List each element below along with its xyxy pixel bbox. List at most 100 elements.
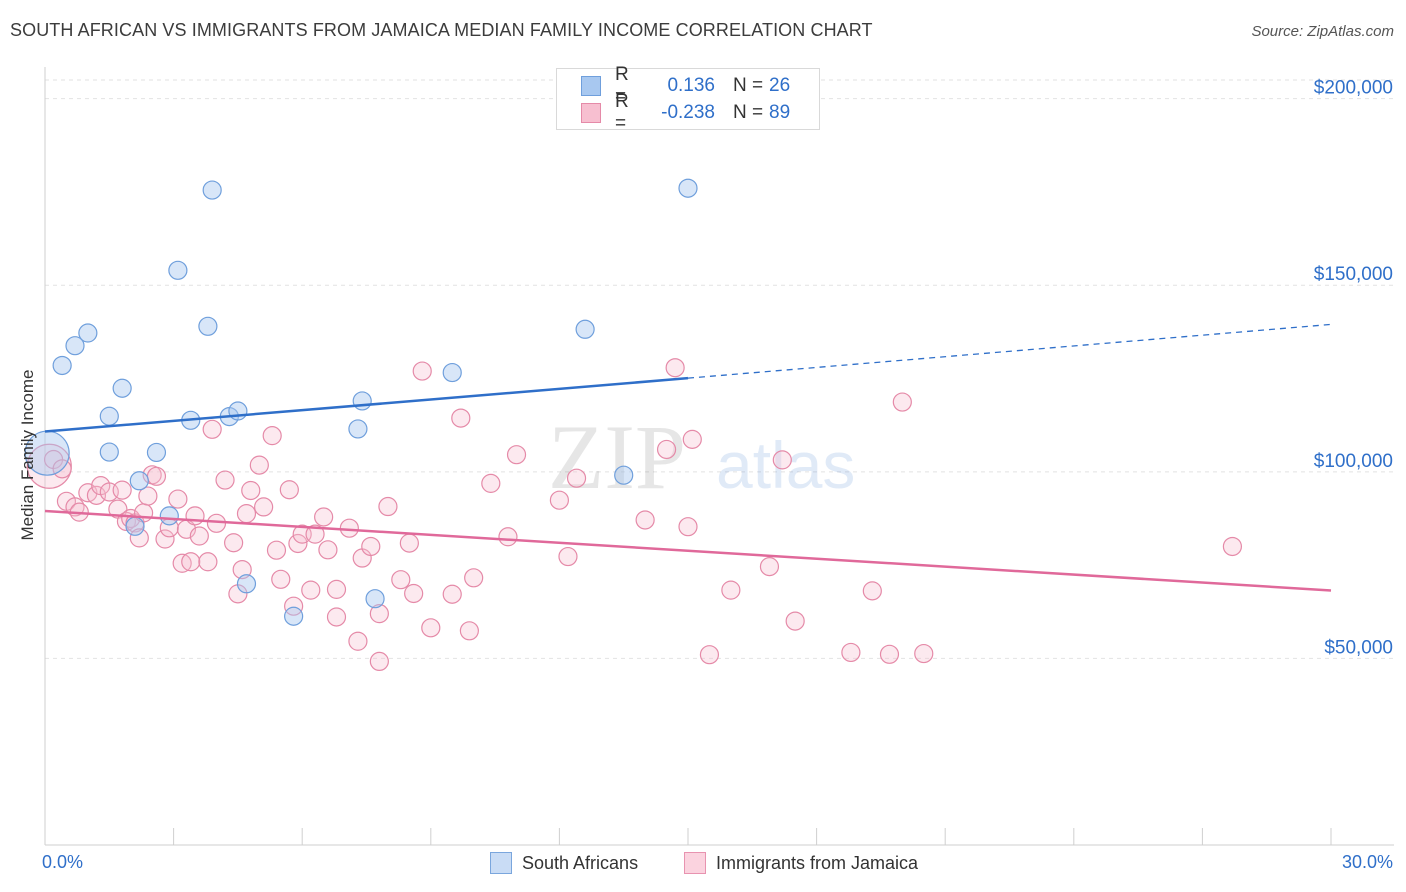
series-legend: South Africans Immigrants from Jamaica — [0, 852, 1406, 878]
jamaica-point — [249, 455, 269, 475]
y-tick-label: $50,000 — [1324, 637, 1393, 658]
jamaica-point — [284, 596, 304, 616]
jamaica-point — [224, 533, 244, 553]
jamaica-point — [279, 480, 299, 500]
jamaica-point — [892, 392, 912, 412]
south-african-point — [146, 442, 167, 463]
jamaica-point — [498, 527, 518, 547]
n-label: N = — [733, 102, 764, 123]
jamaica-point — [129, 528, 149, 548]
jamaica-point — [914, 643, 934, 664]
jamaica-point — [206, 513, 227, 533]
jamaica-point — [254, 497, 274, 517]
jamaica-point — [785, 611, 805, 631]
south-african-point — [236, 574, 257, 594]
jamaica-point — [288, 533, 308, 554]
jamaica-point — [665, 358, 685, 378]
jamaica-points — [26, 358, 1243, 672]
r-label: R = — [615, 91, 629, 134]
jamaica-point — [459, 621, 479, 641]
south-african-point — [352, 391, 372, 411]
r-value: 0.136 — [667, 75, 715, 96]
south-african-point — [678, 178, 698, 198]
south-african-point — [99, 406, 119, 426]
y-tick-label: $200,000 — [1314, 78, 1393, 99]
jamaica-point — [318, 540, 338, 560]
jamaica-point — [215, 470, 235, 490]
jamaica-point — [155, 529, 175, 549]
jamaica-point — [558, 546, 578, 567]
series-legend-jamaica[interactable]: Immigrants from Jamaica — [684, 852, 918, 874]
south-african-trend-line — [44, 376, 689, 433]
jamaica-point — [879, 644, 900, 664]
trend-lines — [44, 323, 1332, 592]
jamaica-point — [369, 651, 389, 672]
series-label: South Africans — [522, 852, 639, 873]
jamaica-point — [566, 468, 587, 488]
jamaica-point — [189, 526, 209, 546]
jamaica-point — [271, 569, 291, 589]
watermark-zip: ZIP — [548, 406, 686, 508]
south-african-trend-extension — [687, 323, 1332, 379]
jamaica-point — [412, 361, 432, 381]
y-tick-label: $100,000 — [1314, 451, 1393, 472]
jamaica-point — [181, 552, 201, 572]
jamaica-point — [699, 645, 720, 665]
jamaica-point — [361, 536, 381, 557]
jamaica-point — [138, 486, 158, 506]
jamaica-point — [451, 408, 471, 428]
r-value: -0.238 — [661, 102, 715, 123]
watermark-atlas: atlas — [716, 428, 855, 502]
jamaica-point — [721, 580, 741, 600]
jamaica-point — [314, 507, 334, 527]
jamaica-point — [168, 489, 188, 509]
jamaica-point — [112, 480, 132, 500]
jamaica-point — [464, 568, 484, 588]
south-african-point — [65, 336, 85, 356]
jamaica-point — [241, 480, 261, 501]
jamaica-point — [549, 490, 570, 510]
jamaica-point — [262, 426, 282, 446]
jamaica-point — [236, 504, 257, 524]
jamaica-point — [656, 439, 677, 460]
jamaica-point — [185, 506, 205, 526]
south-african-point — [614, 465, 634, 485]
south-african-points — [24, 178, 698, 626]
jamaica-point — [404, 583, 424, 604]
jamaica-point — [635, 510, 655, 530]
south-african-point — [168, 260, 188, 280]
jamaica-point — [369, 604, 389, 624]
jamaica-point — [202, 419, 222, 439]
legend-row-south-africans: R = 0.136 N = 26 — [581, 64, 791, 107]
correlation-legend: R = 0.136 N = 26 R = -0.238 N = 89 — [556, 64, 820, 134]
n-value: 26 — [769, 75, 791, 96]
x-tick-label-max: 30.0% — [1341, 852, 1393, 872]
jamaica-point — [682, 429, 702, 449]
jamaica-point — [326, 607, 347, 627]
legend-swatch-blue — [581, 76, 601, 96]
south-african-point — [575, 319, 595, 339]
jamaica-point — [678, 517, 698, 537]
jamaica-point — [506, 445, 527, 465]
jamaica-point — [301, 580, 321, 600]
y-tick-labels: $50,000 $100,000 $150,000 $200,000 — [1314, 78, 1393, 659]
n-label: N = — [733, 75, 764, 96]
south-african-point — [442, 362, 462, 383]
south-african-point — [365, 589, 385, 609]
y-axis-label: Median Family Income — [18, 369, 37, 541]
south-african-point — [52, 355, 72, 376]
jamaica-point — [1222, 536, 1243, 557]
chart-title: SOUTH AFRICAN VS IMMIGRANTS FROM JAMAICA… — [10, 20, 873, 40]
source-note: Source: ZipAtlas.com — [1251, 23, 1394, 40]
jamaica-point — [232, 559, 252, 580]
series-swatch-pink — [684, 852, 706, 874]
n-value: 89 — [769, 102, 791, 123]
legend-row-jamaica: R = -0.238 N = 89 — [581, 91, 791, 134]
south-african-point — [129, 471, 149, 491]
r-label: R = — [615, 64, 629, 107]
series-legend-south-africans[interactable]: South Africans — [490, 852, 638, 874]
south-african-point — [125, 516, 145, 536]
series-label: Immigrants from Jamaica — [716, 852, 919, 873]
jamaica-point — [772, 450, 792, 470]
